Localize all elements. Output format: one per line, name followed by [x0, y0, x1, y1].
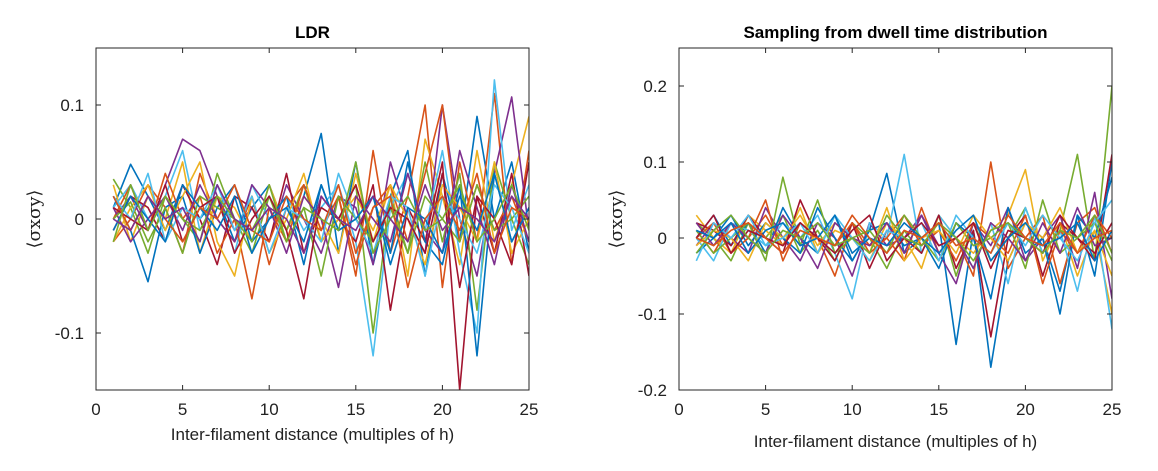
y-tick-label: 0.1	[60, 96, 84, 115]
y-axis-label: ⟨σxσy⟩	[606, 190, 627, 249]
y-axis-label: ⟨σxσy⟩	[24, 190, 45, 249]
series-group	[112, 79, 529, 390]
y-tick-label: -0.1	[638, 305, 667, 324]
series-line-11	[695, 206, 1112, 277]
series-line-16	[695, 214, 1112, 262]
y-tick-label: 0	[658, 229, 667, 248]
x-tick-label: 15	[346, 400, 365, 419]
chart-title: Sampling from dwell time distribution	[743, 23, 1047, 42]
y-tick-label: -0.2	[638, 381, 667, 400]
x-tick-label: 5	[178, 400, 187, 419]
x-tick-label: 0	[91, 400, 100, 419]
x-tick-label: 20	[1016, 400, 1035, 419]
series-line-15	[112, 172, 529, 266]
x-tick-label: 20	[433, 400, 452, 419]
series-line-16	[112, 172, 529, 289]
x-tick-label: 5	[761, 400, 770, 419]
series-line-17	[695, 214, 1112, 254]
series-line-12	[112, 184, 529, 277]
chart-dwell-time-sampling: 0 5 10 15 20 25 -0.2 -0.1 0 0.1 0.2 Sampling from d…	[606, 23, 1121, 451]
x-tick-label: 10	[843, 400, 862, 419]
plot-frame	[678, 47, 1113, 391]
series-line-17	[112, 161, 529, 254]
chart-title: LDR	[295, 23, 330, 42]
chart-ldr: 0 5 10 15 20 25 -0.1 0 0.1 LDR Inter-filament dist…	[24, 23, 538, 444]
y-tick-label: -0.1	[55, 324, 84, 343]
x-tick-label: 25	[520, 400, 539, 419]
x-axis-label: Inter-filament distance (multiples of h)	[171, 425, 454, 444]
x-tick-label: 10	[260, 400, 279, 419]
x-axis-label: Inter-filament distance (multiples of h)	[754, 432, 1037, 451]
series-line-18	[112, 184, 529, 254]
x-tick-label: 15	[929, 400, 948, 419]
x-tick-label: 0	[674, 400, 683, 419]
x-tick-label: 25	[1103, 400, 1122, 419]
series-line-10	[695, 176, 1112, 270]
y-tick-label: 0	[75, 210, 84, 229]
series-group	[695, 85, 1112, 368]
y-tick-label: 0.1	[643, 153, 667, 172]
y-tick-label: 0.2	[643, 77, 667, 96]
